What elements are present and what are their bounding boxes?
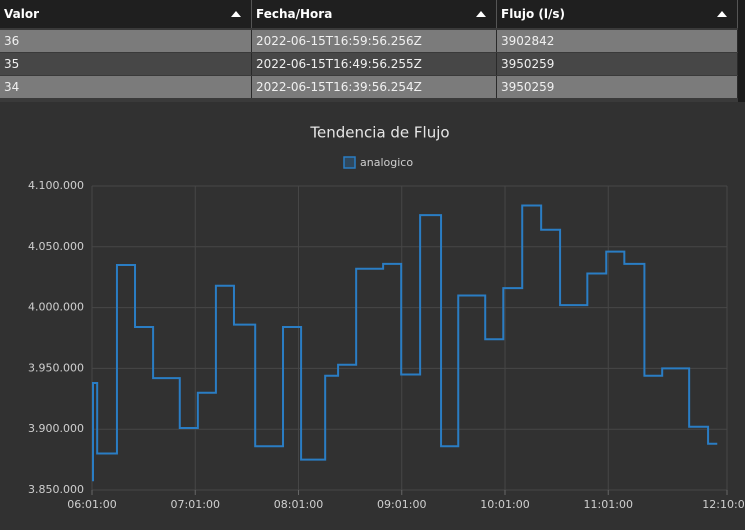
header-text: Flujo (l/s) (501, 7, 565, 21)
x-tick-label: 08:01:00 (274, 498, 323, 511)
x-tick-label: 09:01:00 (377, 498, 426, 511)
table-cell: 3950259 (497, 53, 738, 75)
column-header[interactable]: Flujo (l/s) (497, 0, 738, 28)
y-tick-label: 4.000.000 (28, 301, 84, 314)
table-cell: 34 (0, 76, 252, 98)
table-cell: 35 (0, 53, 252, 75)
chart: Tendencia de Flujo 3.850.000 3.900.000 3.9… (0, 102, 745, 530)
x-tick-label: 12:10:00 (702, 498, 745, 511)
data-table: Valor Fecha/Hora Flujo (l/s) 36 2022-06-15T1… (0, 0, 738, 102)
x-tick-label: 11:01:00 (584, 498, 633, 511)
header-text: Fecha/Hora (256, 7, 333, 21)
table-cell: 2022-06-15T16:39:56.254Z (252, 76, 497, 98)
y-tick-label: 4.050.000 (28, 240, 84, 253)
table-cell: 3950259 (497, 76, 738, 98)
data-line (92, 204, 718, 482)
x-tick-label: 06:01:00 (67, 498, 116, 511)
table-cell: 3902842 (497, 30, 738, 52)
y-tick-label: 3.850.000 (28, 483, 84, 496)
legend-label: analogico (360, 156, 413, 169)
sort-arrow[interactable] (476, 11, 486, 17)
y-tick-label: 3.900.000 (28, 422, 84, 435)
x-tick-label: 10:01:00 (480, 498, 529, 511)
table-row[interactable]: 34 2022-06-15T16:39:56.254Z 3950259 (0, 76, 738, 98)
table-row[interactable]: 35 2022-06-15T16:49:56.255Z 3950259 (0, 53, 738, 75)
header-row: Valor Fecha/Hora Flujo (l/s) (0, 0, 738, 28)
y-tick-label: 4.100.000 (28, 179, 84, 192)
table-row[interactable]: 36 2022-06-15T16:59:56.256Z 3902842 (0, 30, 738, 52)
header-text: Valor (4, 7, 40, 21)
table-cell: 36 (0, 30, 252, 52)
sort-arrow[interactable] (231, 11, 241, 17)
sort-arrow[interactable] (717, 11, 727, 17)
table-cell: 2022-06-15T16:59:56.256Z (252, 30, 497, 52)
x-tick-label: 07:01:00 (171, 498, 220, 511)
column-header[interactable]: Fecha/Hora (252, 0, 497, 28)
scrollbar[interactable] (738, 0, 745, 102)
chart-background (0, 102, 745, 530)
column-header[interactable]: Valor (0, 0, 252, 28)
y-tick-label: 3.950.000 (28, 361, 84, 374)
legend-swatch (343, 156, 356, 169)
table-cell: 2022-06-15T16:49:56.255Z (252, 53, 497, 75)
chart-title: Tendencia de Flujo (309, 124, 449, 142)
